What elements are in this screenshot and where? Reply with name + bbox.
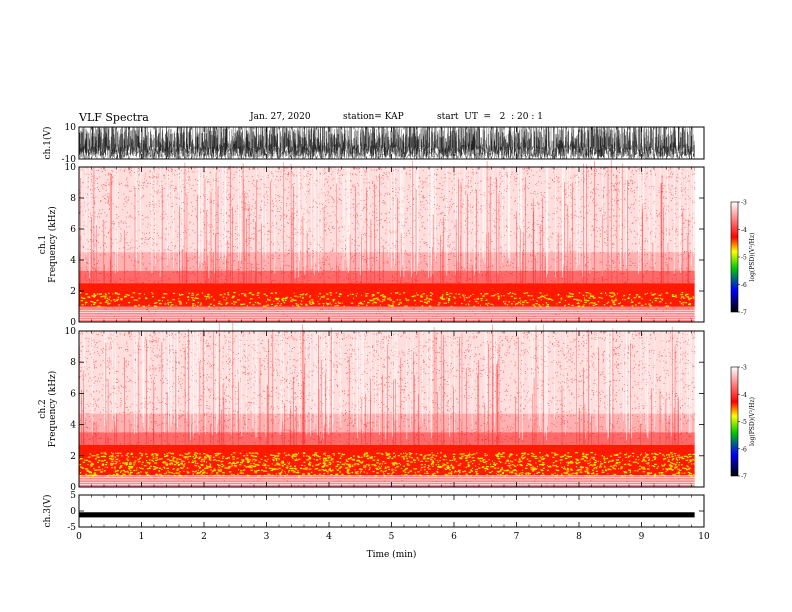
colorbar-tick-label: -4 (741, 392, 747, 399)
colorbar-label: log(PSD)(V²/Hz) (749, 233, 756, 282)
y-tick-label: 10 (65, 123, 77, 133)
x-tick-label: 10 (698, 532, 710, 542)
station-label: station= KAP (343, 112, 404, 122)
y-tick-label: 8 (70, 358, 76, 368)
spectrogram-band (79, 283, 695, 307)
colorbar-tick-label: -5 (741, 255, 747, 262)
spectrogram-streaks (79, 160, 689, 284)
x-tick-label: 6 (451, 532, 457, 542)
y-tick-label: 10 (65, 327, 77, 337)
spectrogram-yellow (79, 292, 695, 308)
ch1-spectrogram-ylabel: ch.1 (38, 235, 48, 254)
ch1-waveform-ylabel: ch.1(V) (42, 127, 53, 160)
y-tick-label: 0 (70, 483, 76, 493)
x-tick-label: 3 (264, 532, 270, 542)
x-tick-label: 4 (326, 532, 332, 542)
colorbar-tick-label: -7 (741, 474, 747, 481)
colorbar-label: log(PSD)(V²/Hz) (749, 397, 756, 446)
y-tick-label: -5 (67, 523, 76, 533)
colorbar-tick-label: -3 (741, 365, 747, 372)
ch3-waveform-ylabel: ch.3(V) (42, 495, 53, 528)
y-tick-label: 6 (70, 225, 76, 235)
ch2-spectrogram-image (79, 320, 697, 488)
ch3-waveform-trace (79, 512, 695, 518)
y-tick-label: 2 (70, 452, 76, 462)
y-tick-label: 4 (70, 421, 76, 431)
x-tick-label: 2 (201, 532, 207, 542)
figure-title: VLF Spectra (79, 111, 149, 124)
x-tick-label: 0 (76, 532, 82, 542)
ch2-colorbar (730, 366, 739, 477)
start-ut-label: start UT = 2 : 20 : 1 (437, 112, 543, 122)
y-tick-label: -10 (62, 155, 77, 165)
colorbar-tick-label: -7 (741, 310, 747, 317)
colorbar-tick-label: -3 (741, 200, 747, 207)
spectrogram-lowband (79, 476, 695, 487)
x-tick-label: 9 (639, 532, 645, 542)
y-tick-label: 0 (70, 318, 76, 328)
ch2-spectrogram-ylabel: Frequency (kHz) (47, 371, 58, 448)
x-tick-label: 5 (389, 532, 395, 542)
ch2-spectrogram-ylabel: ch.2 (38, 399, 48, 418)
spectrogram-midband (79, 270, 695, 284)
y-tick-label: 2 (70, 287, 76, 297)
x-tick-label: 8 (576, 532, 582, 542)
colorbar-tick-label: -5 (741, 419, 747, 426)
colorbar-tick-label: -4 (741, 227, 747, 234)
spectrogram-speckle (79, 330, 696, 488)
date-label: Jan. 27, 2020 (250, 112, 311, 122)
colorbar-tick-label: -6 (741, 282, 747, 289)
y-tick-label: 10 (65, 163, 77, 173)
y-tick-label: 6 (70, 389, 76, 399)
colorbar-tick-label: -6 (741, 446, 747, 453)
colorbars-layer: -3 -4 -5 -6 -7 log(PSD)(V²/Hz) -3 -4 -5 -6 -7 log(P… (730, 200, 756, 481)
ch1-colorbar (730, 201, 739, 313)
ch1-spectrogram-ylabel: Frequency (kHz) (47, 206, 58, 283)
y-tick-label: 0 (70, 507, 76, 517)
ch1-waveform-trace (78, 127, 695, 159)
y-tick-label: 8 (70, 194, 76, 204)
ch1-spectrogram-image (79, 160, 696, 323)
y-tick-label: 5 (70, 491, 76, 501)
x-tick-label: 1 (139, 532, 145, 542)
x-axis-label: Time (min) (367, 549, 417, 560)
spectrogram-streaks (79, 320, 679, 445)
y-tick-label: 4 (70, 256, 76, 266)
x-tick-label: 7 (514, 532, 520, 542)
